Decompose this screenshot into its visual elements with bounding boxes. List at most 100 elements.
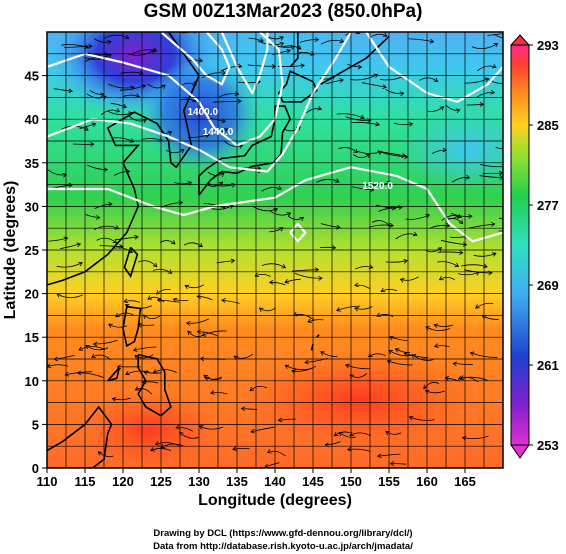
streamline [108,323,128,328]
streamline [250,426,275,433]
streamline-arrow [452,361,458,367]
x-tick-label: 120 [112,474,134,489]
streamline-arrow [377,150,383,155]
streamline-arrow [205,133,210,138]
y-tick-label: 45 [25,69,39,84]
streamline [157,299,180,303]
streamline [122,94,140,98]
streamline [174,181,192,185]
streamline [186,318,209,324]
streamline [103,34,129,39]
streamline-arrow [433,343,439,348]
streamline [220,65,242,72]
streamline-arrow [141,84,147,89]
streamline [451,177,470,183]
streamline-arrow [458,219,464,225]
streamline-arrow [88,43,93,49]
streamline [453,363,473,366]
streamline [142,381,159,384]
streamline [499,217,503,220]
streamline [133,346,157,351]
streamline [306,108,322,114]
streamline-arrow [320,351,325,356]
streamline-arrow [369,187,375,193]
streamline [287,215,304,220]
streamline-arrow [399,278,405,283]
streamline-arrow [290,44,296,50]
streamline-arrow [314,37,320,42]
chart-title: GSM 00Z13Mar2023 (850.0hPa) [143,1,423,22]
streamline [89,89,105,95]
streamline-arrow [475,304,480,309]
streamline [284,278,301,283]
x-axis: 110 115 120 125 130 135 140 145 150 155 160 165 [37,468,476,489]
height-contour [160,32,231,86]
streamline [96,237,117,244]
streamline-arrow [198,57,204,63]
streamline-arrow [376,312,382,317]
streamline-arrow [187,330,192,336]
streamline [404,352,428,359]
streamline-arrow [300,63,305,69]
streamline [127,115,147,122]
streamline [155,442,181,447]
streamline [461,264,488,268]
streamline-arrow [101,95,107,100]
y-tick-label: 15 [25,330,39,345]
streamline [429,224,450,229]
streamline [385,260,408,263]
contour-labels: 1400.0 1440.0 1520.0 [188,107,394,192]
streamline [345,116,371,121]
streamline [457,271,480,276]
streamline-arrow [454,262,460,267]
streamline [361,82,387,88]
x-tick-label: 110 [37,474,58,489]
streamline [299,39,319,43]
streamline-arrow [140,32,143,33]
streamline-arrow [271,64,277,69]
streamline [400,276,419,281]
warm-area-south [240,350,480,450]
streamline-arrow [349,431,355,437]
streamline-arrow [479,102,485,107]
streamline [60,243,81,250]
streamline-arrow [210,390,215,395]
streamline-arrow [503,32,507,36]
streamline-arrow [221,298,226,303]
streamline-arrow [403,259,409,264]
streamline-arrow [114,225,120,230]
streamline-arrow [284,364,290,370]
streamline [466,103,484,106]
streamline-arrow [423,384,428,390]
streamline [267,450,286,457]
streamline-arrow [103,167,109,173]
streamline [349,373,368,378]
streamline [445,104,460,111]
streamline [380,151,408,158]
streamline [176,427,193,432]
streamline-arrow [68,88,73,94]
streamline [347,448,371,452]
streamline-arrow [122,103,127,109]
x-tick-label: 125 [150,474,172,489]
streamline [114,247,133,253]
x-tick-label: 155 [378,474,400,489]
streamline-arrow [284,279,289,284]
x-tick-label: 145 [302,474,324,489]
streamline [147,83,166,89]
streamline-arrow [115,108,121,113]
streamline [423,381,440,389]
streamline-arrow [389,222,394,228]
streamline [47,364,69,368]
height-contour [47,32,284,147]
streamline [316,178,340,183]
streamline [99,245,123,248]
streamline-arrow [286,48,291,54]
x-tick-label: 165 [454,474,476,489]
streamline [108,83,135,89]
cool-area-east [400,110,503,190]
colorbar-bottom-triangle [510,444,530,459]
streamline [135,388,153,395]
streamline-arrow [438,275,444,281]
